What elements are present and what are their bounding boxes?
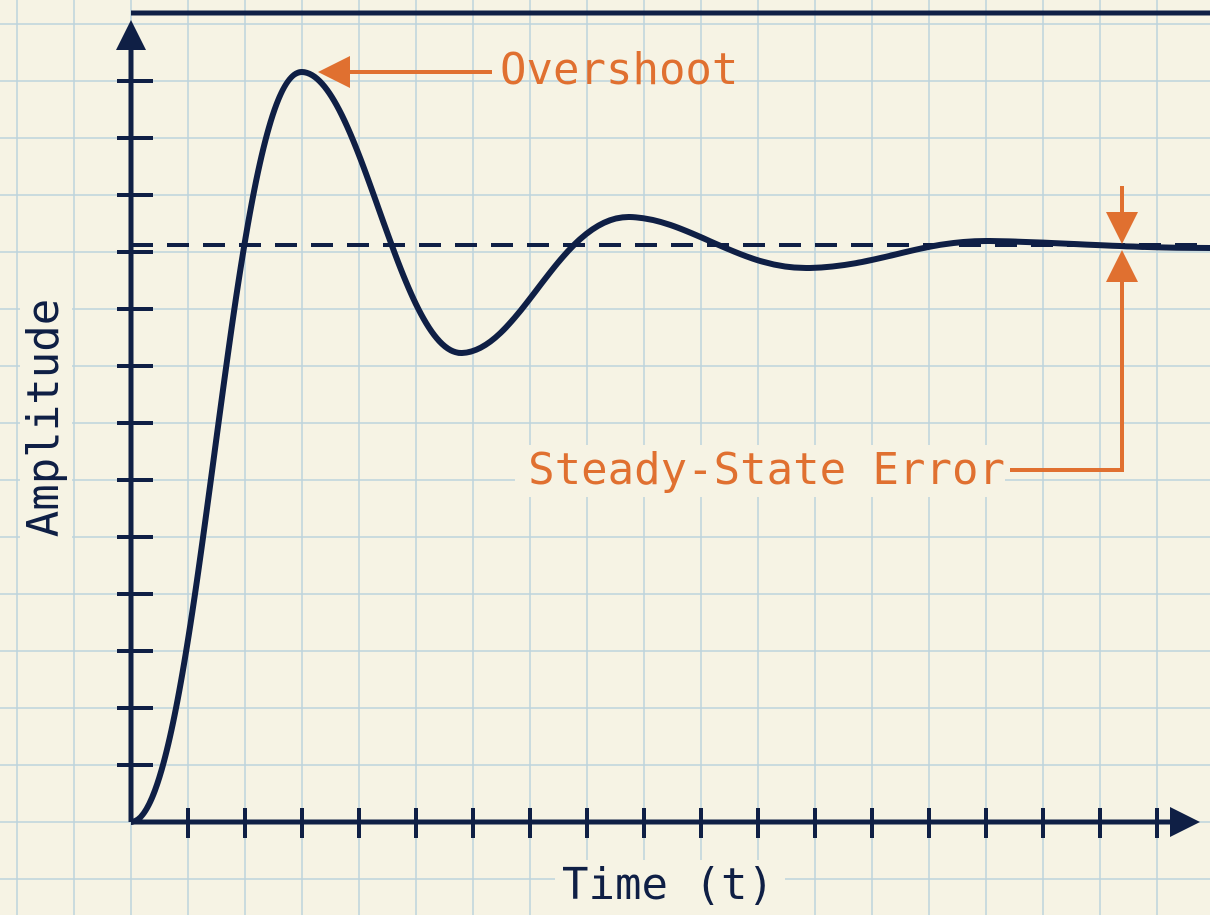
label-bg [515,445,1005,497]
label-bg [20,290,72,545]
response-curve [130,68,1210,825]
overshoot-label: Overshoot [500,44,738,95]
y-axis-label: Amplitude [18,299,69,537]
label-bg [555,860,785,915]
x-axis-label: Time (t) [562,859,774,910]
error-arrow-up [1010,250,1138,472]
steady-state-error-label: Steady-State Error [528,444,1005,495]
